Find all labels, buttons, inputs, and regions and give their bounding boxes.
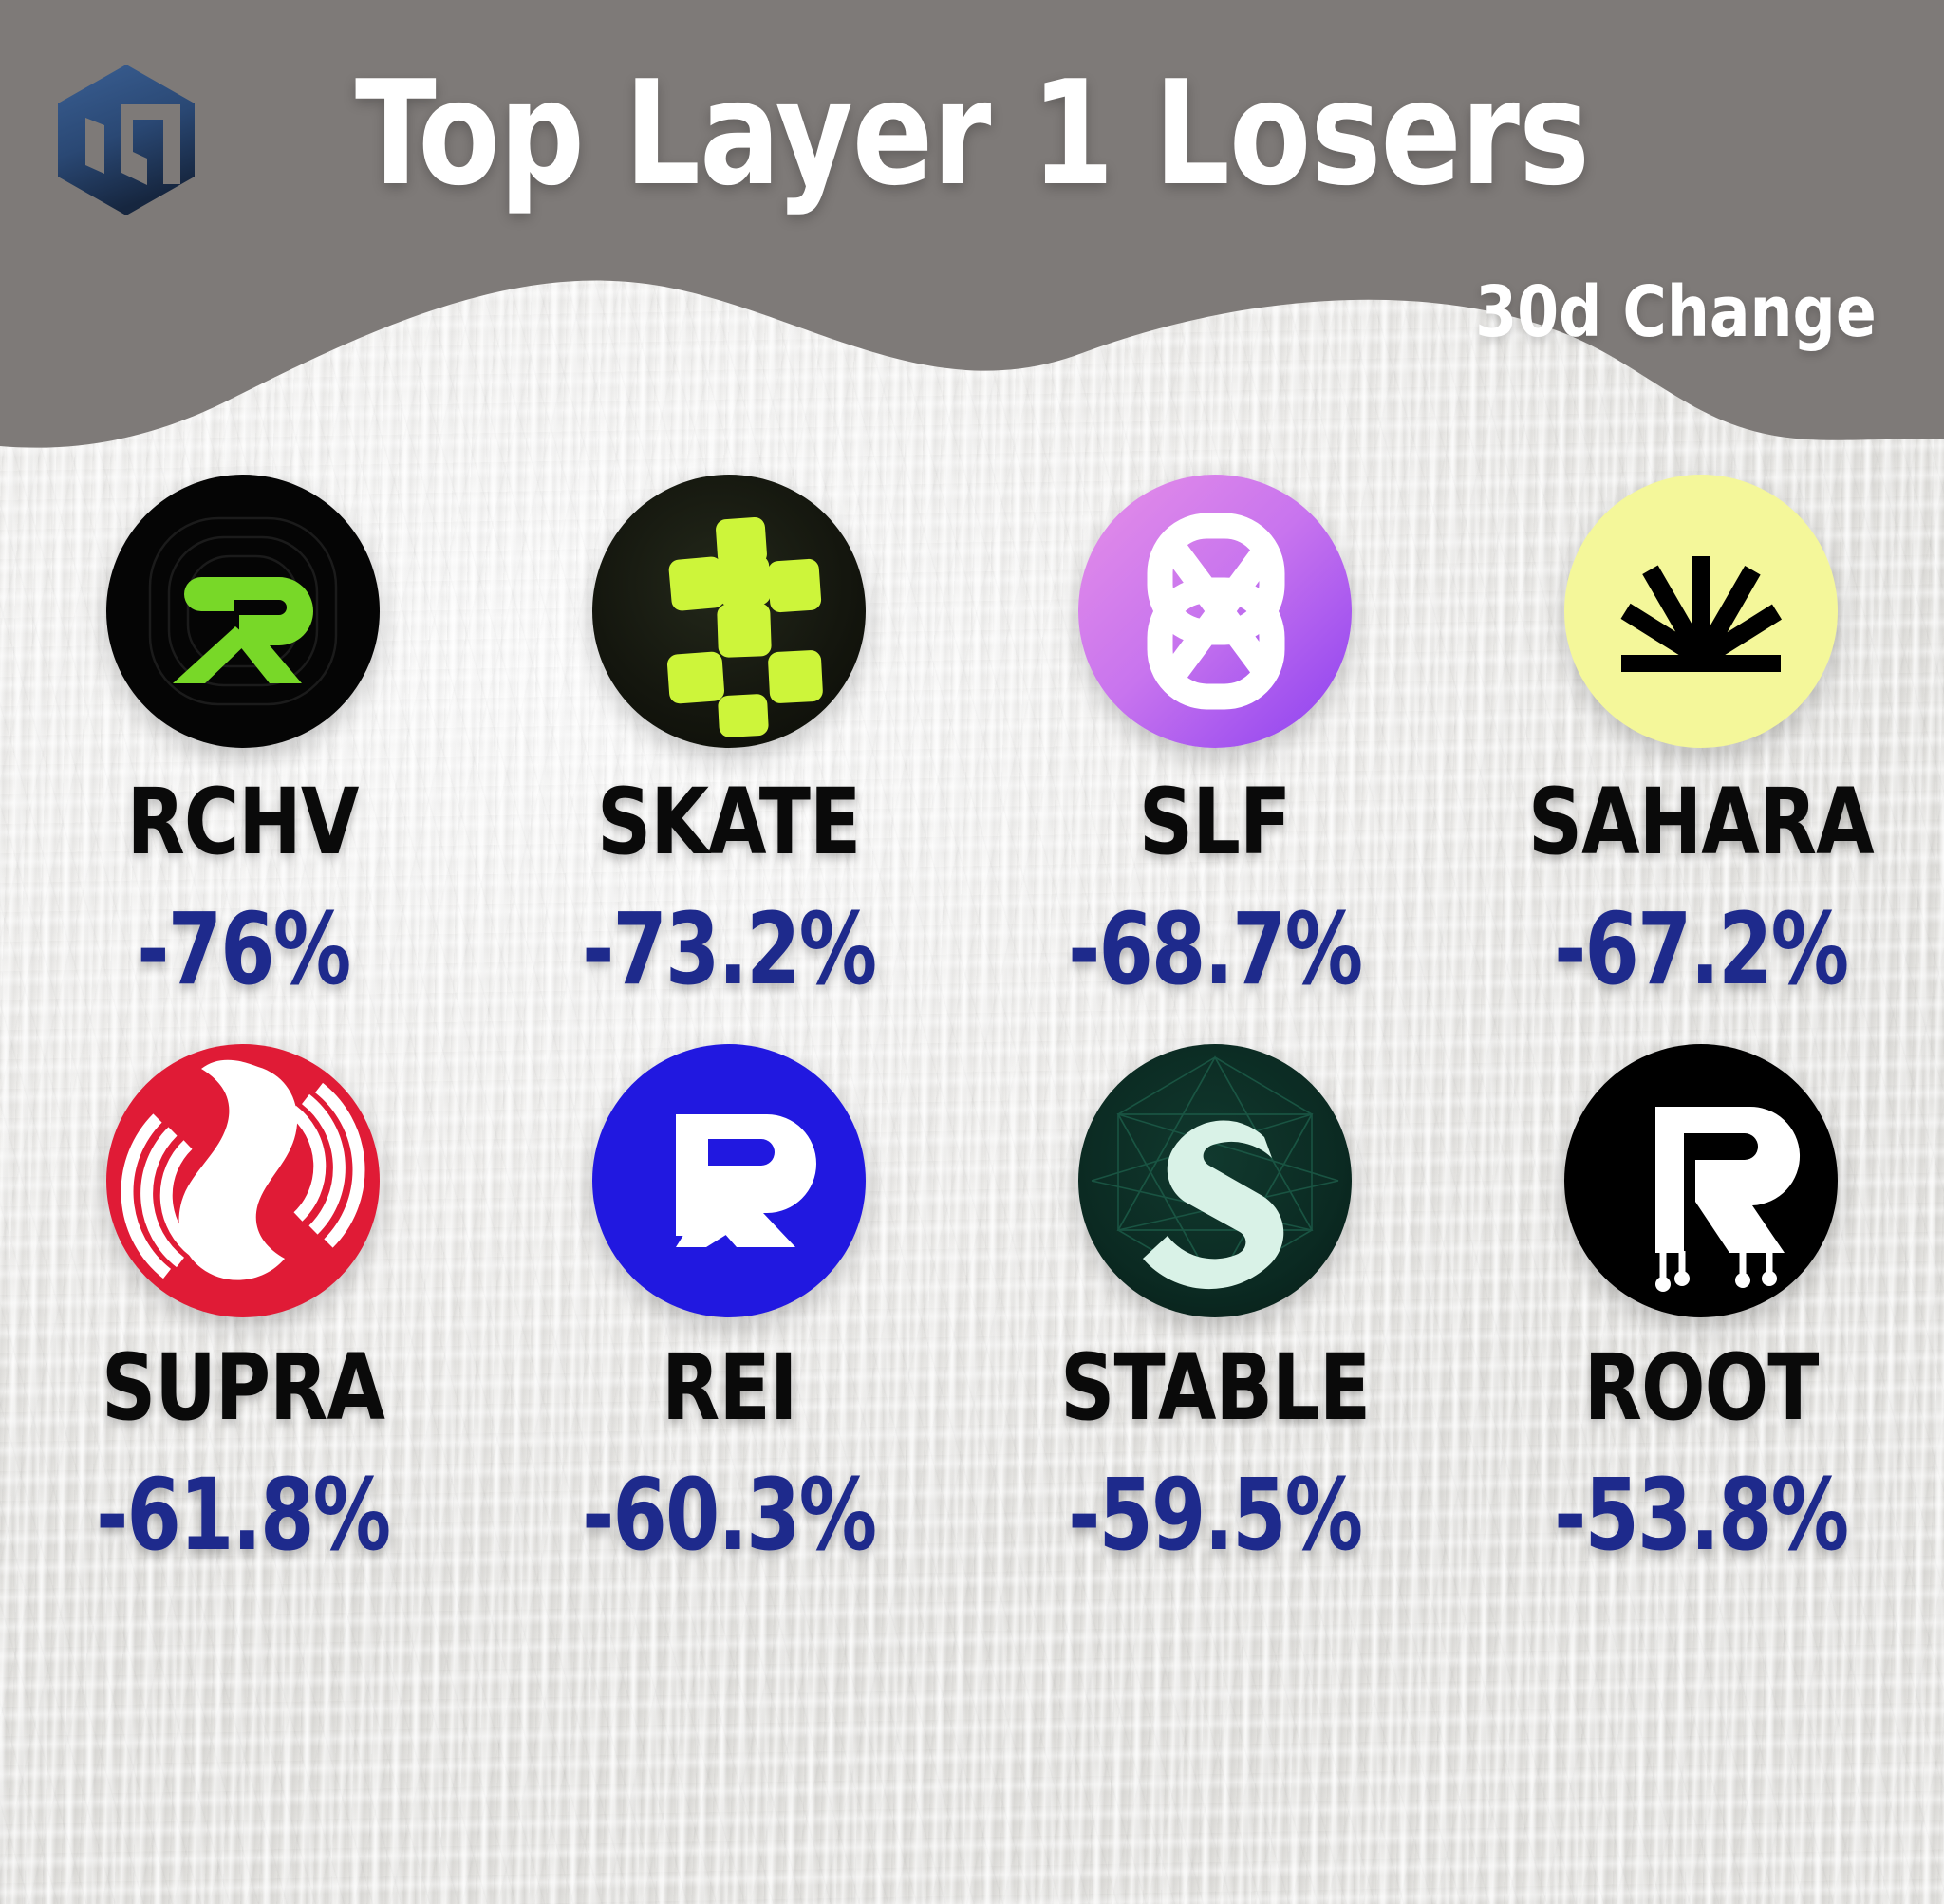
coin-change: -67.2% — [1554, 891, 1849, 1007]
page-title: Top Layer 1 Losers — [354, 49, 1590, 217]
coin-ticker: SUPRA — [101, 1335, 385, 1441]
coin-change: -61.8% — [96, 1457, 391, 1573]
coin-card-sahara[interactable]: SAHARA -67.2% — [1458, 475, 1944, 999]
coin-ticker: REI — [661, 1335, 797, 1441]
coin-ticker: SAHARA — [1528, 769, 1875, 875]
coin-change: -73.2% — [582, 891, 877, 1007]
rei-logo-icon — [592, 1044, 866, 1317]
coin-change: -53.8% — [1554, 1457, 1849, 1573]
coin-ticker: SLF — [1139, 769, 1291, 875]
coin-change: -60.3% — [582, 1457, 877, 1573]
brand-logo — [46, 59, 207, 220]
coin-change: -76% — [136, 891, 351, 1007]
coin-change: -68.7% — [1068, 891, 1363, 1007]
slf-logo-icon — [1078, 475, 1352, 748]
coin-card-supra[interactable]: SUPRA -61.8% — [0, 1044, 486, 1564]
coin-ticker: RCHV — [127, 769, 360, 875]
coin-card-rei[interactable]: REI -60.3% — [486, 1044, 972, 1564]
hexagon-shape — [58, 65, 195, 215]
supra-logo-icon — [106, 1044, 380, 1317]
coin-change: -59.5% — [1068, 1457, 1363, 1573]
coin-ticker: ROOT — [1583, 1335, 1820, 1441]
coin-ticker: SKATE — [597, 769, 861, 875]
coin-card-rchv[interactable]: RCHV -76% — [0, 475, 486, 999]
coin-grid: RCHV -76% SKATE — [0, 475, 1944, 1564]
coin-card-root[interactable]: ROOT -53.8% — [1458, 1044, 1944, 1564]
root-logo-icon — [1564, 1044, 1838, 1317]
rchv-logo-icon — [106, 475, 380, 748]
stable-logo-icon — [1078, 1044, 1352, 1317]
skate-logo-icon — [592, 475, 866, 748]
coin-ticker: STABLE — [1059, 1335, 1371, 1441]
coin-card-skate[interactable]: SKATE -73.2% — [486, 475, 972, 999]
sahara-logo-icon — [1564, 475, 1838, 748]
coin-card-slf[interactable]: SLF -68.7% — [972, 475, 1458, 999]
coin-card-stable[interactable]: STABLE -59.5% — [972, 1044, 1458, 1564]
header-subtitle: 30d Change — [1475, 271, 1877, 353]
